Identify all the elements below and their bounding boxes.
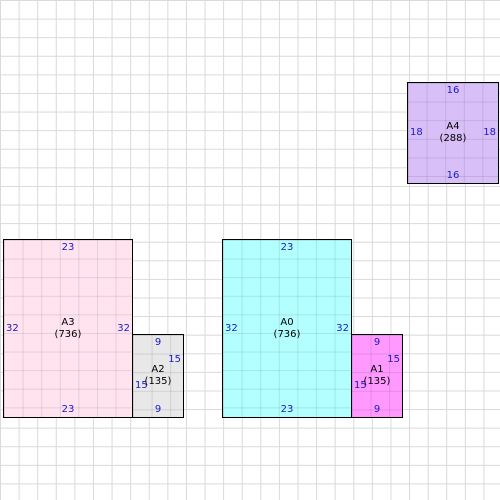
rect-a2-label: A2 (135) bbox=[133, 364, 183, 388]
rect-a3-id: A3 bbox=[61, 316, 75, 328]
rect-a3-label: A3 (736) bbox=[4, 317, 132, 341]
rect-a4-area: (288) bbox=[439, 133, 467, 144]
rect-a3-area: (736) bbox=[54, 328, 82, 340]
rect-a1-label: A1 (135) bbox=[352, 364, 402, 388]
rect-a2-right-dim: 15 bbox=[168, 353, 181, 365]
rect-a1-top-dim: 9 bbox=[373, 337, 381, 348]
rect-a4-bottom-dim: 16 bbox=[446, 170, 460, 181]
rect-a4-label: A4 (288) bbox=[408, 121, 498, 145]
rect-a3-top-dim: 23 bbox=[61, 242, 75, 253]
rect-a4-right-dim: 18 bbox=[483, 127, 496, 138]
rect-a3-right-dim: 32 bbox=[117, 322, 130, 334]
rect-a2: 9 15 15 9 A2 (135) bbox=[132, 334, 184, 418]
rect-a2-top-dim: 9 bbox=[154, 337, 162, 348]
rect-a1-right-dim: 15 bbox=[387, 353, 400, 365]
rect-a4-top-dim: 16 bbox=[446, 85, 460, 96]
rect-a0: 23 32 32 23 A0 (736) bbox=[222, 239, 352, 418]
rect-a0-area: (736) bbox=[273, 328, 301, 340]
rect-a1-area: (135) bbox=[363, 376, 391, 387]
rect-a0-top-dim: 23 bbox=[280, 242, 294, 253]
rect-a3-left-dim: 32 bbox=[6, 322, 19, 334]
rect-a1-id: A1 bbox=[370, 364, 384, 375]
rect-a1-left-dim: 15 bbox=[354, 379, 367, 391]
rect-a0-right-dim: 32 bbox=[336, 322, 349, 334]
rect-a2-left-dim: 15 bbox=[135, 379, 148, 391]
rect-a2-bottom-dim: 9 bbox=[154, 404, 162, 415]
rect-a4: 16 18 18 16 A4 (288) bbox=[407, 82, 499, 184]
rect-a4-id: A4 bbox=[446, 121, 460, 132]
rect-a0-bottom-dim: 23 bbox=[280, 404, 294, 415]
rect-a0-left-dim: 32 bbox=[225, 322, 238, 334]
rect-a0-id: A0 bbox=[280, 316, 294, 328]
rect-a1-bottom-dim: 9 bbox=[373, 404, 381, 415]
rect-a2-area: (135) bbox=[144, 376, 172, 387]
rect-a2-id: A2 bbox=[151, 364, 165, 375]
rect-a3-bottom-dim: 23 bbox=[61, 404, 75, 415]
rect-a3: 23 32 32 23 A3 (736) bbox=[3, 239, 133, 418]
rect-a0-label: A0 (736) bbox=[223, 317, 351, 341]
rect-a1: 9 15 15 9 A1 (135) bbox=[351, 334, 403, 418]
rect-a4-left-dim: 18 bbox=[410, 127, 423, 138]
